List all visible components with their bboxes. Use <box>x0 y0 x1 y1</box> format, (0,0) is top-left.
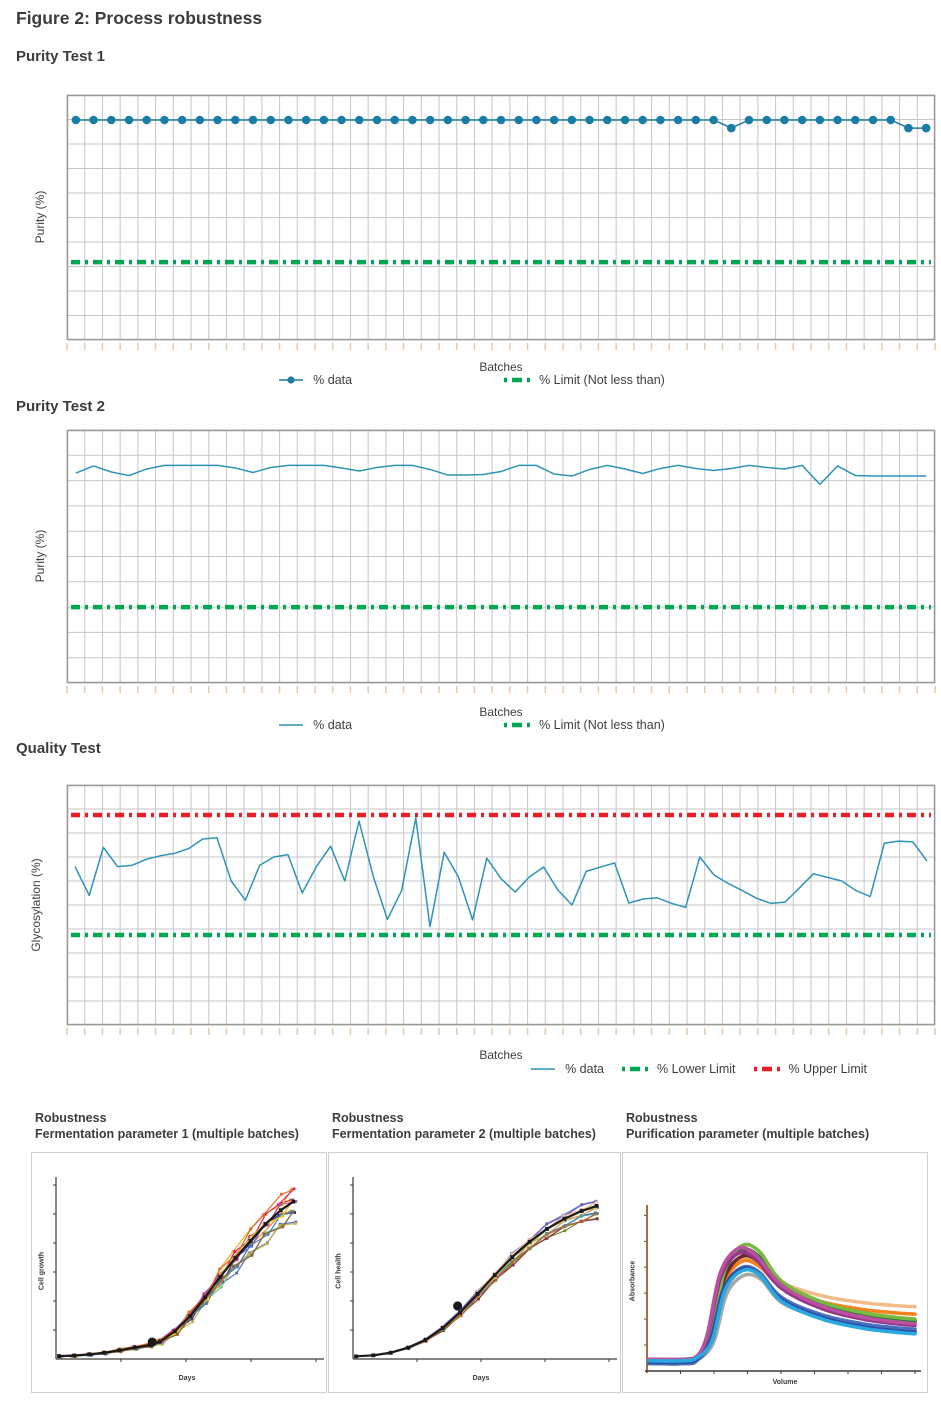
panel-title-line1: Robustness <box>332 1111 404 1125</box>
panel-y-label-cell-growth: Cell growth <box>38 1251 46 1291</box>
legend-label: % Lower Limit <box>657 1062 736 1076</box>
y-axis-label-purity-1: Purity (%) <box>33 190 47 244</box>
fermentation-2-plot <box>350 1177 617 1362</box>
legend-label: % data <box>313 373 353 387</box>
chart-title-purity-test-1: Purity Test 1 <box>16 48 105 65</box>
panel-x-label-volume: Volume <box>772 1379 798 1386</box>
legend-item-limit-not-less-than: % Limit (Not less than) <box>502 373 665 387</box>
panel-title-fermentation-1: Robustness Fermentation parameter 1 (mul… <box>35 1110 299 1142</box>
legend-item-data: % data <box>528 1062 604 1076</box>
quality-test-plot <box>66 784 936 1035</box>
panel-title-fermentation-2: Robustness Fermentation parameter 2 (mul… <box>332 1110 596 1142</box>
legend-item-upper-limit: % Upper Limit <box>752 1062 868 1076</box>
panel-title-purification: Robustness Purification parameter (multi… <box>626 1110 869 1142</box>
panel-title-line1: Robustness <box>626 1111 698 1125</box>
legend-purity-test-1: % data % Limit (Not less than) <box>0 373 941 387</box>
figure-title: Figure 2: Process robustness <box>16 8 263 28</box>
panel-y-label-absorbance: Absorbance <box>629 1260 637 1302</box>
legend-item-data: % data <box>276 373 352 387</box>
panel-title-line2: Fermentation parameter 1 (multiple batch… <box>35 1127 299 1141</box>
panel-title-line2: Purification parameter (multiple batches… <box>626 1127 870 1141</box>
legend-label: % Upper Limit <box>788 1062 868 1076</box>
legend-label: % data <box>313 718 353 732</box>
line-series-icon <box>531 1068 556 1070</box>
legend-purity-test-2: % data % Limit (Not less than) <box>0 718 941 732</box>
x-axis-label-batches-2: Batches <box>479 705 523 719</box>
legend-label: % data <box>565 1062 604 1076</box>
fermentation-2-panel: Cell health Days <box>328 1152 621 1393</box>
dashed-limit-line-icon <box>622 1066 648 1072</box>
legend-quality-test: % data % Lower Limit % Upper Limit <box>528 1062 867 1076</box>
purity-test-1-plot <box>66 94 936 350</box>
legend-label: % Limit (Not less than) <box>539 373 665 387</box>
dashed-limit-line-icon <box>753 1066 780 1072</box>
panel-title-line2: Fermentation parameter 2 (multiple batch… <box>332 1127 596 1141</box>
legend-item-lower-limit: % Lower Limit <box>620 1062 736 1076</box>
fermentation-1-plot <box>53 1177 324 1362</box>
x-axis-label-batches-3: Batches <box>479 1048 523 1062</box>
dashed-limit-line-icon <box>504 377 531 383</box>
purification-plot <box>644 1205 921 1374</box>
panel-title-line1: Robustness <box>35 1111 107 1125</box>
chart-title-purity-test-2: Purity Test 2 <box>16 398 105 415</box>
x-axis-label-batches-1: Batches <box>479 360 523 374</box>
dot-line-series-icon <box>279 376 304 384</box>
dashed-limit-line-icon <box>504 722 531 728</box>
legend-label: % Limit (Not less than) <box>539 718 665 732</box>
fermentation-1-panel: Cell growth Days <box>31 1152 327 1393</box>
panel-y-label-cell-health: Cell health <box>335 1253 343 1289</box>
panel-x-label-days-2: Days <box>472 1375 490 1382</box>
legend-item-limit-not-less-than: % Limit (Not less than) <box>502 718 665 732</box>
legend-item-data: % data <box>276 718 352 732</box>
line-series-icon <box>279 724 304 726</box>
y-axis-label-glycosylation: Glycosylation (%) <box>29 858 43 952</box>
purity-test-2-plot <box>66 429 936 693</box>
y-axis-label-purity-2: Purity (%) <box>33 529 47 583</box>
chart-title-quality-test: Quality Test <box>16 740 101 757</box>
panel-x-label-days-1: Days <box>178 1375 196 1382</box>
purification-panel: Absorbance Volume <box>622 1152 928 1393</box>
